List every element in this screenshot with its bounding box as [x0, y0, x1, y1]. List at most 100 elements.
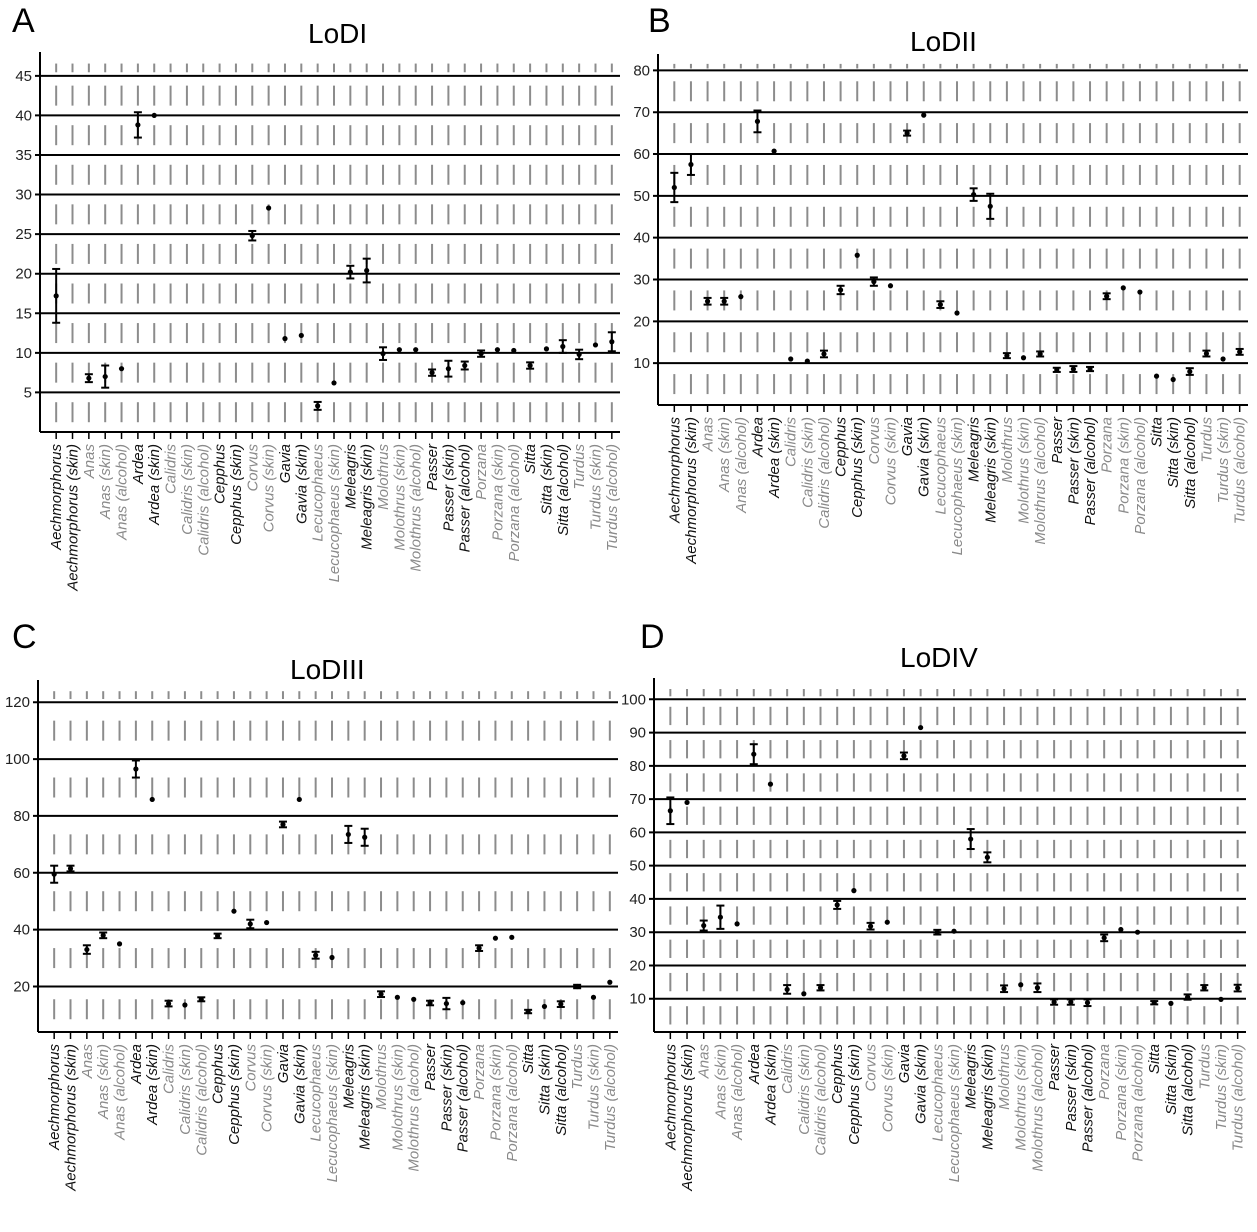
y-tick-label: 40 — [633, 230, 650, 247]
data-point — [51, 871, 57, 877]
category-label: Molothrus (skin) — [391, 444, 408, 551]
y-tick-label: 80 — [13, 808, 30, 825]
category-label: Porzana — [471, 1044, 488, 1100]
data-point — [704, 298, 711, 304]
y-tick-label: 100 — [5, 751, 30, 768]
data-point — [884, 919, 890, 925]
data-point — [754, 118, 761, 124]
category-label: Meleagris — [342, 444, 359, 510]
category-label: Turdus (alcohol) — [1230, 1044, 1247, 1151]
data-point — [345, 831, 351, 838]
data-point — [1054, 367, 1060, 373]
y-tick-label: 90 — [629, 725, 646, 742]
data-point — [821, 351, 827, 357]
category-label: Passer — [422, 1043, 439, 1091]
data-point — [851, 888, 857, 894]
data-point — [854, 252, 860, 258]
data-point — [247, 921, 253, 927]
y-tick-label: 70 — [629, 791, 646, 808]
y-tick-label: 50 — [629, 858, 646, 875]
data-point — [1034, 985, 1041, 991]
data-point — [1084, 1000, 1091, 1006]
category-label: Sitta — [520, 1044, 537, 1074]
category-label: Porzana (alcohol) — [1132, 417, 1149, 535]
chart-d: 10 20 30 40 50 60 70 80 90 100 Aechmorphorus Aechmo… — [621, 678, 1247, 1192]
category-label: Turdus (skin) — [1213, 1044, 1230, 1130]
category-label: Anas (alcohol) — [733, 417, 750, 514]
data-point — [165, 1000, 172, 1007]
category-label: Passer (skin) — [1065, 417, 1082, 505]
category-label: Corvus — [242, 1044, 259, 1092]
data-point — [509, 934, 515, 940]
data-point — [560, 343, 566, 350]
category-label: Calidris — [779, 1044, 796, 1095]
data-point — [871, 279, 877, 285]
data-point — [264, 919, 270, 926]
category-label: Lecucophaeus (skin) — [326, 444, 343, 582]
data-point — [1087, 366, 1093, 372]
y-tick-label: 30 — [629, 924, 646, 941]
category-label: Corvus — [244, 444, 261, 492]
category-label: Corvus (skin) — [882, 417, 899, 505]
category-label: Turdus (skin) — [1215, 417, 1232, 503]
y-tick-label: 40 — [629, 891, 646, 908]
data-point — [968, 836, 974, 842]
category-label: Turdus (alcohol) — [1232, 417, 1249, 524]
data-point — [313, 952, 319, 958]
category-label: Turdus — [571, 444, 588, 490]
data-point — [543, 346, 550, 352]
category-label: Anas (alcohol) — [114, 444, 131, 541]
category-label: Ardea (skin) — [144, 1044, 161, 1126]
data-point — [151, 112, 157, 119]
data-point — [804, 358, 810, 364]
category-label: Meleagris (skin) — [359, 444, 376, 550]
data-point — [1068, 999, 1074, 1005]
data-point — [364, 267, 370, 274]
data-point — [445, 366, 451, 372]
category-label: Gavia — [275, 1044, 292, 1083]
data-point — [100, 932, 106, 938]
data-point — [249, 233, 255, 239]
category-label: Sitta (alcohol) — [1182, 417, 1199, 509]
panel-letter-b: B — [648, 2, 671, 40]
chart-title-c: LoDIII — [290, 654, 365, 685]
data-point — [954, 310, 960, 316]
data-point — [801, 991, 807, 997]
category-label: Gavia (skin) — [913, 1044, 930, 1124]
category-label: Calidris (skin) — [177, 1044, 194, 1135]
category-label: Meleagris (skin) — [357, 1044, 374, 1150]
y-tick-label: 80 — [633, 62, 650, 79]
data-point — [1020, 355, 1027, 361]
category-label: Porzana (skin) — [1113, 1044, 1130, 1141]
category-label: Meleagris (skin) — [979, 1044, 996, 1150]
category-label: Aechmorphorus (skin) — [683, 417, 700, 565]
data-point — [788, 356, 794, 362]
category-label: Ardea — [128, 1044, 145, 1085]
data-point — [1201, 985, 1207, 991]
category-label: Passer (skin) — [440, 444, 457, 532]
y-tick-label: 10 — [629, 991, 646, 1008]
category-label: Molothrus (skin) — [1016, 417, 1033, 524]
category-label: Cepphus (skin) — [226, 1044, 243, 1145]
category-label: Aechmorphorus — [46, 1044, 63, 1151]
data-point — [838, 287, 844, 293]
category-label: Porzana — [1099, 417, 1116, 473]
data-point — [784, 986, 790, 993]
category-label: Cepphus — [833, 417, 850, 478]
category-label: Sitta (skin) — [538, 444, 555, 515]
category-label: Calidris (skin) — [179, 444, 196, 535]
data-point — [1235, 985, 1241, 991]
data-point — [688, 161, 694, 168]
data-point — [280, 821, 286, 828]
category-label: Anas (skin) — [97, 444, 114, 520]
category-label: Sitta (skin) — [1163, 1044, 1180, 1115]
category-label: Anas (alcohol) — [729, 1044, 746, 1141]
chart-b: 10 20 30 40 50 60 70 80 Aechmorphorus Aechmorphor… — [633, 54, 1249, 565]
data-point — [460, 1000, 466, 1006]
y-tick-label: 100 — [621, 691, 646, 708]
y-tick-label: 20 — [15, 266, 32, 283]
category-label: Corvus — [863, 1044, 880, 1092]
category-label: Calidris (alcohol) — [813, 1044, 830, 1156]
data-point — [1170, 376, 1176, 383]
panel-c: C LoDIII 20 40 60 80 100 120 Aechmorphorus Aech… — [0, 616, 628, 1232]
